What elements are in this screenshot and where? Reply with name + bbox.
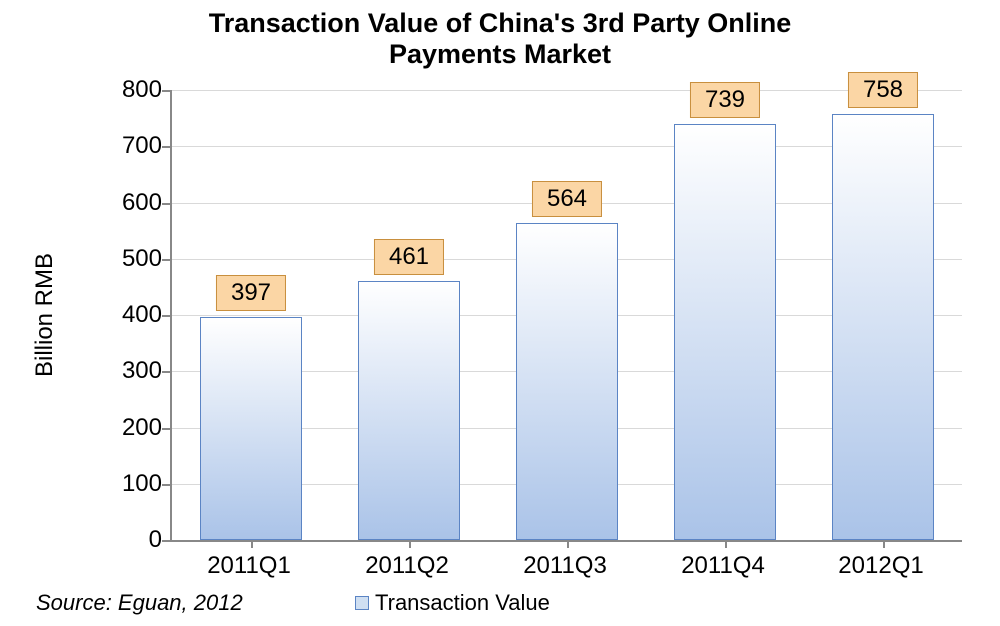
bar: [516, 223, 617, 540]
data-label: 461: [374, 239, 444, 275]
data-label: 739: [690, 82, 760, 118]
y-tick: [162, 428, 172, 430]
y-tick: [162, 315, 172, 317]
data-label: 758: [848, 72, 918, 108]
y-tick: [162, 484, 172, 486]
y-tick: [162, 146, 172, 148]
plot-area: 397461564739758: [170, 90, 962, 542]
bar: [832, 114, 933, 540]
chart-container: Transaction Value of China's 3rd Party O…: [0, 0, 1000, 626]
y-tick-label: 0: [102, 526, 162, 554]
x-tick: [883, 540, 885, 548]
y-tick-label: 200: [102, 414, 162, 442]
bar: [674, 124, 775, 540]
y-tick-label: 500: [102, 245, 162, 273]
x-tick: [567, 540, 569, 548]
y-tick: [162, 259, 172, 261]
data-label: 564: [532, 181, 602, 217]
y-tick-label: 100: [102, 470, 162, 498]
data-label: 397: [216, 275, 286, 311]
y-tick-label: 400: [102, 301, 162, 329]
bar: [358, 281, 459, 540]
x-tick-label: 2011Q2: [365, 552, 449, 580]
y-axis-label: Billion RMB: [31, 253, 59, 377]
y-tick: [162, 203, 172, 205]
gridline: [172, 90, 962, 91]
bar: [200, 317, 301, 540]
y-tick: [162, 540, 172, 542]
y-tick: [162, 90, 172, 92]
y-tick-label: 700: [102, 132, 162, 160]
x-tick: [409, 540, 411, 548]
y-tick-label: 600: [102, 189, 162, 217]
legend-swatch: [355, 596, 369, 610]
x-tick: [725, 540, 727, 548]
x-tick-label: 2011Q1: [207, 552, 291, 580]
y-tick: [162, 371, 172, 373]
legend: Transaction Value: [355, 590, 550, 616]
chart-title: Transaction Value of China's 3rd Party O…: [0, 8, 1000, 70]
x-tick-label: 2011Q4: [681, 552, 765, 580]
x-tick: [251, 540, 253, 548]
x-tick-label: 2012Q1: [838, 552, 923, 580]
chart-title-line2: Payments Market: [0, 39, 1000, 70]
x-tick-label: 2011Q3: [523, 552, 607, 580]
y-tick-label: 800: [102, 76, 162, 104]
source-caption: Source: Eguan, 2012: [36, 590, 243, 616]
legend-label: Transaction Value: [375, 590, 550, 616]
y-tick-label: 300: [102, 357, 162, 385]
chart-title-line1: Transaction Value of China's 3rd Party O…: [0, 8, 1000, 39]
